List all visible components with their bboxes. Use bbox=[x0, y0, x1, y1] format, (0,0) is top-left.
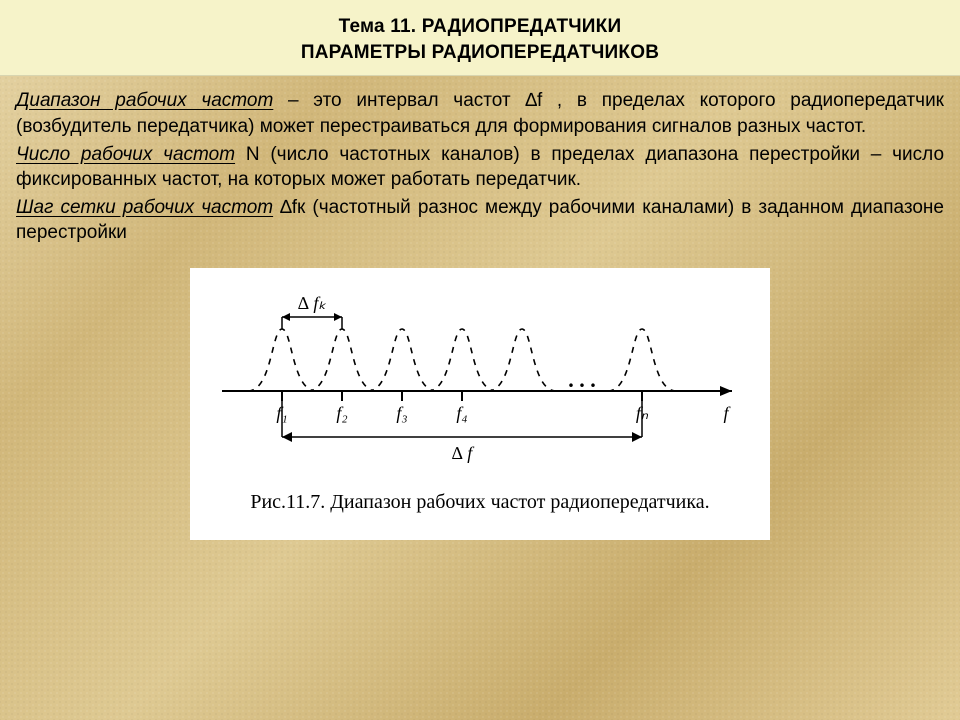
title-line-2: ПАРАМЕТРЫ РАДИОПЕРЕДАТЧИКОВ bbox=[10, 40, 950, 66]
svg-text:f₃: f₃ bbox=[396, 403, 407, 423]
slide: Тема 11. РАДИОПРЕДАТЧИКИ ПАРАМЕТРЫ РАДИО… bbox=[0, 0, 960, 720]
paragraph-1: Диапазон рабочих частот – это интервал ч… bbox=[16, 88, 944, 139]
term-count: Число рабочих частот bbox=[16, 144, 235, 165]
svg-text:f₂: f₂ bbox=[336, 403, 347, 423]
svg-text:f₄: f₄ bbox=[456, 403, 467, 423]
paragraph-2: Число рабочих частот N (число частотных … bbox=[16, 142, 944, 193]
svg-text:∆ f: ∆ f bbox=[452, 443, 476, 463]
figure-caption: Рис.11.7. Диапазон рабочих частот радиоп… bbox=[212, 491, 748, 514]
term-range: Диапазон рабочих частот bbox=[16, 90, 273, 111]
svg-text:. . .: . . . bbox=[568, 367, 596, 392]
title-line-1: Тема 11. РАДИОПРЕДАТЧИКИ bbox=[10, 14, 950, 40]
figure: . . .∆ fₖf₁f₂f₃f₄fₙf∆ f Рис.11.7. Диапаз… bbox=[190, 268, 770, 540]
body-text: Диапазон рабочих частот – это интервал ч… bbox=[0, 76, 960, 246]
paragraph-3: Шаг сетки рабочих частот ∆fк (частотный … bbox=[16, 195, 944, 246]
title-band: Тема 11. РАДИОПРЕДАТЧИКИ ПАРАМЕТРЫ РАДИО… bbox=[0, 0, 960, 76]
svg-text:∆ fₖ: ∆ fₖ bbox=[298, 293, 327, 313]
frequency-diagram: . . .∆ fₖf₁f₂f₃f₄fₙf∆ f bbox=[212, 286, 748, 466]
svg-text:f: f bbox=[723, 403, 731, 423]
term-step: Шаг сетки рабочих частот bbox=[16, 197, 273, 218]
